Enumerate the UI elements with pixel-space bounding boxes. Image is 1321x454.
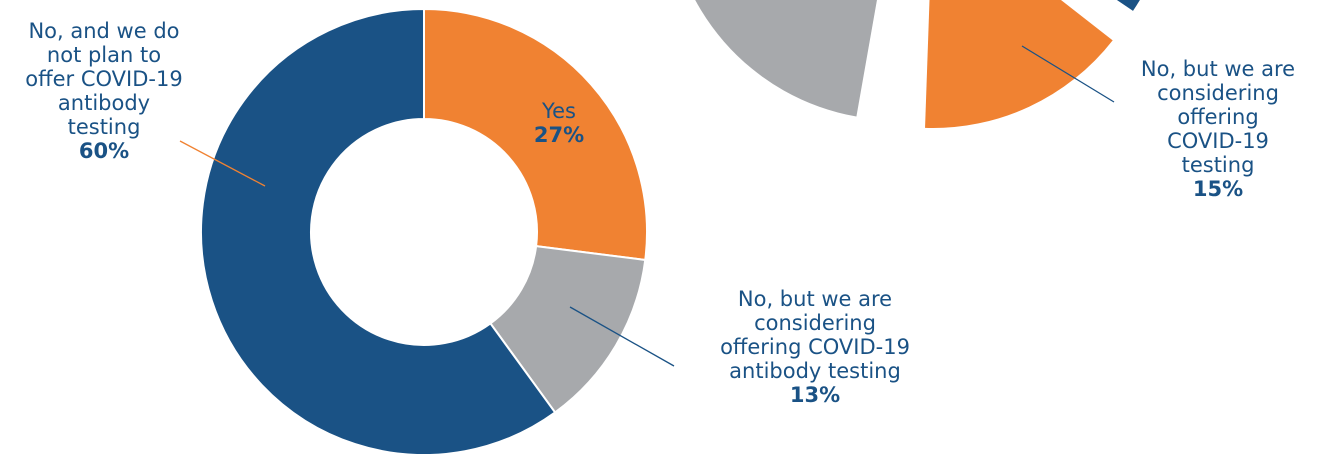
label-considering-line: offering COVID-19: [720, 335, 910, 359]
label-pie2-considering-line: COVID-19: [1167, 129, 1269, 153]
pie2-slice-gray: [668, 0, 896, 117]
label-yes-percent: 27%: [534, 123, 584, 147]
label-not-planning-line: No, and we do: [28, 19, 179, 43]
label-considering-line: No, but we are: [738, 287, 892, 311]
label-not-planning: No, and we do not plan to offer COVID-19 an…: [25, 19, 182, 163]
label-considering-line: considering: [754, 311, 876, 335]
label-not-planning-line: testing: [68, 115, 141, 139]
label-not-planning-line: not plan to: [47, 43, 161, 67]
label-pie2-considering-line: testing: [1182, 153, 1255, 177]
label-considering-percent: 13%: [790, 383, 840, 407]
label-pie2-considering-percent: 15%: [1193, 177, 1243, 201]
label-pie2-considering-line: No, but we are: [1141, 57, 1295, 81]
label-not-planning-line: antibody: [58, 91, 150, 115]
label-pie2-considering-line: offering: [1177, 105, 1258, 129]
label-not-planning-percent: 60%: [79, 139, 129, 163]
label-considering: No, but we are considering offering COVID-…: [720, 287, 910, 407]
label-considering-line: antibody testing: [729, 359, 901, 383]
label-pie2-considering: No, but we are considering offering COVID-1…: [1141, 57, 1295, 201]
pie2-slice-orange: [925, 0, 1113, 128]
label-not-planning-line: offer COVID-19: [25, 67, 182, 91]
label-yes-line: Yes: [541, 99, 576, 123]
label-pie2-considering-line: considering: [1157, 81, 1279, 105]
